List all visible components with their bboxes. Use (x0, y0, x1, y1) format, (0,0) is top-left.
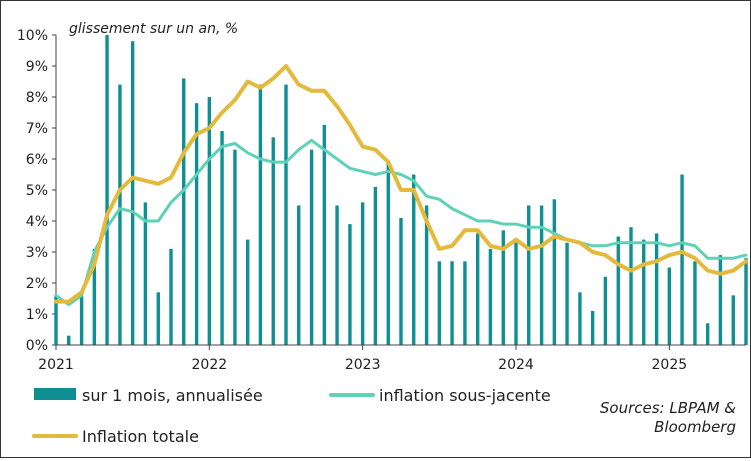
bar (79, 295, 84, 345)
bar (463, 261, 467, 345)
core-inflation-line (54, 138, 748, 307)
bar (642, 239, 646, 345)
bar (616, 236, 620, 345)
y-tick-label: 10% (17, 28, 48, 44)
bar (450, 261, 454, 345)
x-tick-label: 2022 (192, 357, 228, 373)
y-tick-label: 0% (26, 338, 48, 354)
y-tick-label: 7% (26, 121, 48, 137)
bar (284, 84, 288, 345)
bar (705, 323, 710, 345)
bar (182, 78, 186, 346)
line-series (54, 64, 748, 307)
bar (54, 295, 58, 345)
y-tick-label: 9% (26, 59, 48, 75)
bar (718, 255, 723, 345)
bar (207, 97, 212, 345)
bar (156, 292, 160, 345)
source-line-1: Sources: LBPAM & (600, 399, 736, 417)
bar (386, 162, 390, 345)
bar (335, 205, 339, 345)
legend-swatch-bar (34, 388, 76, 400)
bar (118, 84, 122, 345)
bar (399, 217, 403, 345)
bar (348, 224, 352, 345)
legend-item-core: inflation sous-jacente (379, 386, 551, 405)
bar (565, 242, 569, 345)
bar (667, 267, 672, 345)
bar (590, 310, 595, 345)
bar (424, 205, 429, 345)
x-tick-label: 2024 (498, 357, 534, 373)
bar (233, 149, 237, 345)
x-tick-label: 2021 (38, 357, 74, 373)
y-axis: 0% 1% 2% 3% 4% 5% 6% 7% 8% 9% 10% (17, 28, 57, 354)
legend-item-total: Inflation totale (82, 427, 199, 446)
x-axis: 2021 2022 2023 2024 2025 (38, 344, 746, 373)
bar (143, 202, 148, 345)
bar (67, 335, 71, 345)
bar (488, 248, 493, 345)
y-tick-label: 1% (26, 307, 48, 323)
bar (309, 149, 314, 345)
bar (578, 292, 582, 345)
legend-item-monthly: sur 1 mois, annualisée (82, 386, 263, 405)
bar (693, 261, 697, 345)
bar (680, 174, 684, 345)
y-tick-label: 6% (26, 152, 48, 168)
x-tick-label: 2023 (345, 357, 381, 373)
total-inflation-line (54, 64, 748, 304)
bar-series (54, 35, 748, 346)
bar (527, 205, 531, 345)
chart-subtitle: glissement sur un an, % (69, 21, 238, 37)
bar (629, 227, 633, 345)
bar (360, 202, 365, 345)
bar (437, 261, 442, 345)
bar (373, 186, 378, 345)
bar (475, 233, 480, 345)
bar (322, 124, 327, 346)
y-tick-label: 3% (26, 245, 48, 261)
bar (514, 242, 518, 345)
source-line-2: Bloomberg (654, 418, 736, 436)
bar (731, 295, 735, 345)
bar (258, 84, 263, 345)
bar (297, 205, 301, 345)
legend: sur 1 mois, annualisée inflation sous-jac… (32, 386, 551, 446)
y-tick-label: 2% (26, 276, 48, 292)
y-tick-label: 8% (26, 90, 48, 106)
bar (194, 103, 199, 345)
bar (552, 199, 557, 345)
bar (130, 41, 135, 345)
bar (220, 131, 224, 345)
bar (245, 239, 250, 345)
y-tick-label: 5% (26, 183, 48, 199)
bar (539, 205, 544, 345)
bar (501, 230, 505, 345)
bar (412, 174, 416, 345)
bar (92, 248, 97, 345)
bar (603, 276, 608, 345)
bar (105, 35, 109, 345)
bar (271, 137, 275, 345)
y-tick-label: 4% (26, 214, 48, 230)
bar (169, 248, 173, 345)
bar (744, 258, 748, 345)
bar (654, 233, 659, 345)
x-tick-label: 2025 (652, 357, 688, 373)
